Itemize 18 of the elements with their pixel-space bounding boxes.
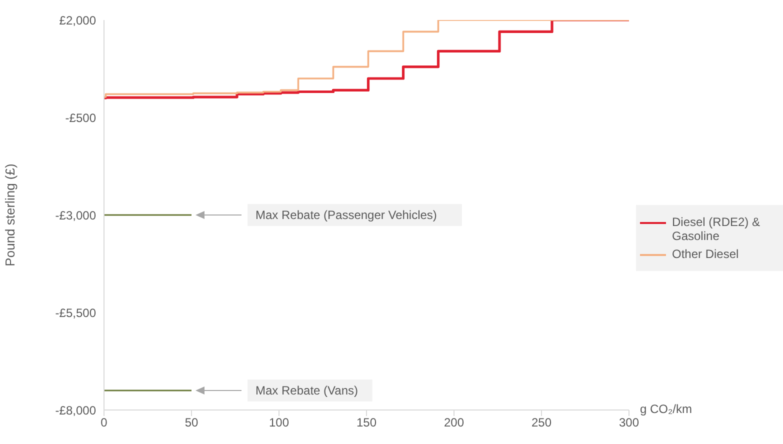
annotation: Max Rebate (Vans) [256, 384, 358, 398]
x-tick-label: 100 [268, 416, 290, 430]
y-tick-label: -£3,000 [55, 208, 96, 222]
y-axis-title: Pound sterling (£) [2, 164, 18, 266]
y-tick-label: -£8,000 [55, 403, 96, 418]
y-tick-label: £2,000 [59, 13, 96, 28]
x-tick-label: 300 [618, 416, 640, 430]
legend-label: Other Diesel [672, 247, 739, 261]
y-tick-label: -£500 [65, 110, 96, 125]
x-tick-label: 200 [444, 416, 464, 430]
x-tick-label: 150 [356, 416, 377, 430]
x-tick-label: 0 [100, 416, 108, 430]
y-tick-label: -£5,500 [55, 306, 96, 320]
x-tick-label: 250 [531, 416, 552, 430]
annotation: Max Rebate (Passenger Vehicles) [256, 208, 437, 222]
x-axis-title: g CO₂/km [640, 402, 692, 416]
legend-label: Diesel (RDE2) & Gasoline [672, 215, 762, 243]
x-tick-label: 50 [184, 416, 198, 430]
